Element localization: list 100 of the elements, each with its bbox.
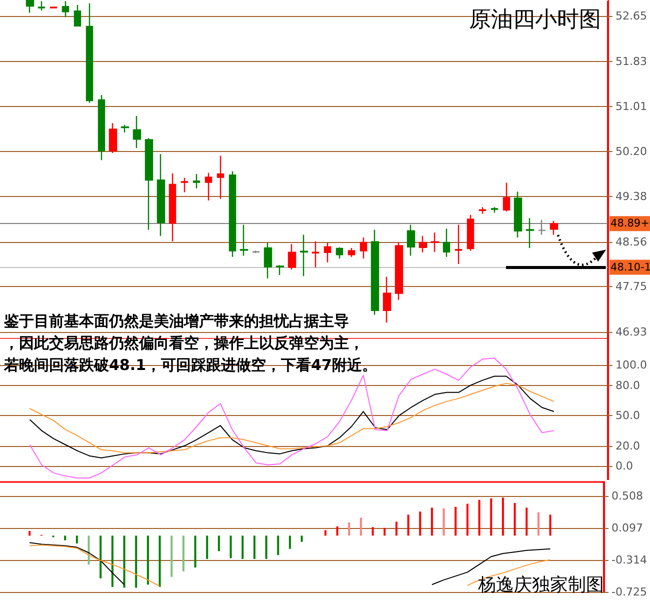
candlestick <box>394 242 404 300</box>
candlestick <box>454 224 462 265</box>
y-tick-label: 0.0 <box>616 459 634 472</box>
bar <box>407 514 410 536</box>
candlestick <box>336 246 344 260</box>
candlestick <box>228 170 236 258</box>
bar <box>28 530 31 536</box>
bar <box>549 514 552 536</box>
y-tick-label: 51.83 <box>616 54 648 68</box>
candlestick <box>442 228 450 258</box>
candlestick <box>108 122 118 154</box>
annotation: 鉴于目前基本面仍然是美油增产带来的担忧占据主导 <box>4 311 350 332</box>
candlestick <box>324 242 332 263</box>
candlestick <box>26 0 34 14</box>
bar <box>478 500 480 536</box>
bar <box>395 522 398 536</box>
candlestick <box>300 234 308 277</box>
candlestick <box>264 242 272 279</box>
bar <box>242 536 244 559</box>
candlestick <box>360 236 368 260</box>
candlestick <box>502 182 510 212</box>
candlestick <box>430 232 440 252</box>
bar <box>454 506 457 536</box>
candlestick <box>168 172 176 242</box>
y-tick-label: 46.93 <box>616 325 648 338</box>
candlestick <box>132 115 142 149</box>
y-tick-label: 50.0 <box>616 409 640 422</box>
bar <box>348 522 350 536</box>
candlestick <box>382 276 392 324</box>
bar <box>206 536 208 559</box>
bar <box>466 504 468 536</box>
bar <box>158 536 161 587</box>
candlestick <box>276 264 284 276</box>
candlestick <box>50 6 58 9</box>
y-tick-label: 48.56 <box>616 235 648 248</box>
candlestick <box>192 173 200 189</box>
candlestick <box>514 191 522 238</box>
candlestick <box>312 240 320 268</box>
bar <box>111 536 114 587</box>
y-tick-label: -0.314 <box>612 554 648 567</box>
candlestick <box>526 218 534 249</box>
bar <box>182 536 184 572</box>
candlestick <box>490 206 498 214</box>
y-tick-label: 0.097 <box>612 522 644 535</box>
bar <box>384 528 386 536</box>
bar <box>288 536 291 549</box>
bar <box>123 536 126 588</box>
y-tick-label: 47.75 <box>616 280 648 294</box>
bar <box>76 536 78 544</box>
candlestick <box>252 250 260 254</box>
candlestick <box>204 172 212 202</box>
bar <box>502 498 504 536</box>
bar <box>170 536 173 577</box>
annotation: ，因此交易思路仍然偏向看空，操作上以反弹空为主， <box>4 333 365 354</box>
candlestick <box>348 247 356 258</box>
bar <box>277 536 280 556</box>
y-tick-label: 0.508 <box>612 490 644 503</box>
y-tick-label: 49.38 <box>616 190 648 204</box>
bar <box>360 518 362 536</box>
bar <box>526 508 528 536</box>
bar <box>64 536 66 540</box>
candlestick <box>156 153 166 236</box>
bar <box>135 536 138 588</box>
candlestick <box>180 177 188 193</box>
y-tick-label: 52.65 <box>616 10 648 23</box>
bar <box>100 536 102 578</box>
bar <box>442 508 445 536</box>
candlestick <box>38 0 46 12</box>
bar <box>218 536 220 552</box>
bar <box>324 530 326 536</box>
ref-line-label: 48.89+ <box>610 218 650 230</box>
bar <box>490 498 492 536</box>
candlestick <box>120 124 130 134</box>
bar <box>253 536 256 559</box>
bar <box>537 512 540 536</box>
candlestick <box>466 214 474 252</box>
bar <box>300 536 303 542</box>
y-tick-label: 51.01 <box>616 100 648 114</box>
candlestick <box>240 224 248 256</box>
bar <box>88 536 90 564</box>
candlestick <box>98 94 106 161</box>
y-tick-label: 80.0 <box>616 378 640 392</box>
bar <box>230 536 232 558</box>
bar <box>194 536 196 568</box>
candlestick <box>478 206 486 214</box>
candlestick <box>62 0 70 18</box>
y-tick-label: -0.725 <box>612 586 648 598</box>
candlestick <box>550 220 558 236</box>
bar <box>514 502 516 536</box>
bar <box>419 512 422 536</box>
bar <box>336 526 338 536</box>
bar <box>372 527 374 536</box>
candlestick <box>418 235 428 253</box>
bar <box>430 508 433 536</box>
candlestick <box>216 155 224 200</box>
candlestick <box>288 244 296 270</box>
candlestick <box>144 137 154 230</box>
y-tick-label: 100.0 <box>616 358 648 372</box>
candlestick <box>74 4 82 28</box>
y-tick-label: 50.20 <box>616 144 648 158</box>
